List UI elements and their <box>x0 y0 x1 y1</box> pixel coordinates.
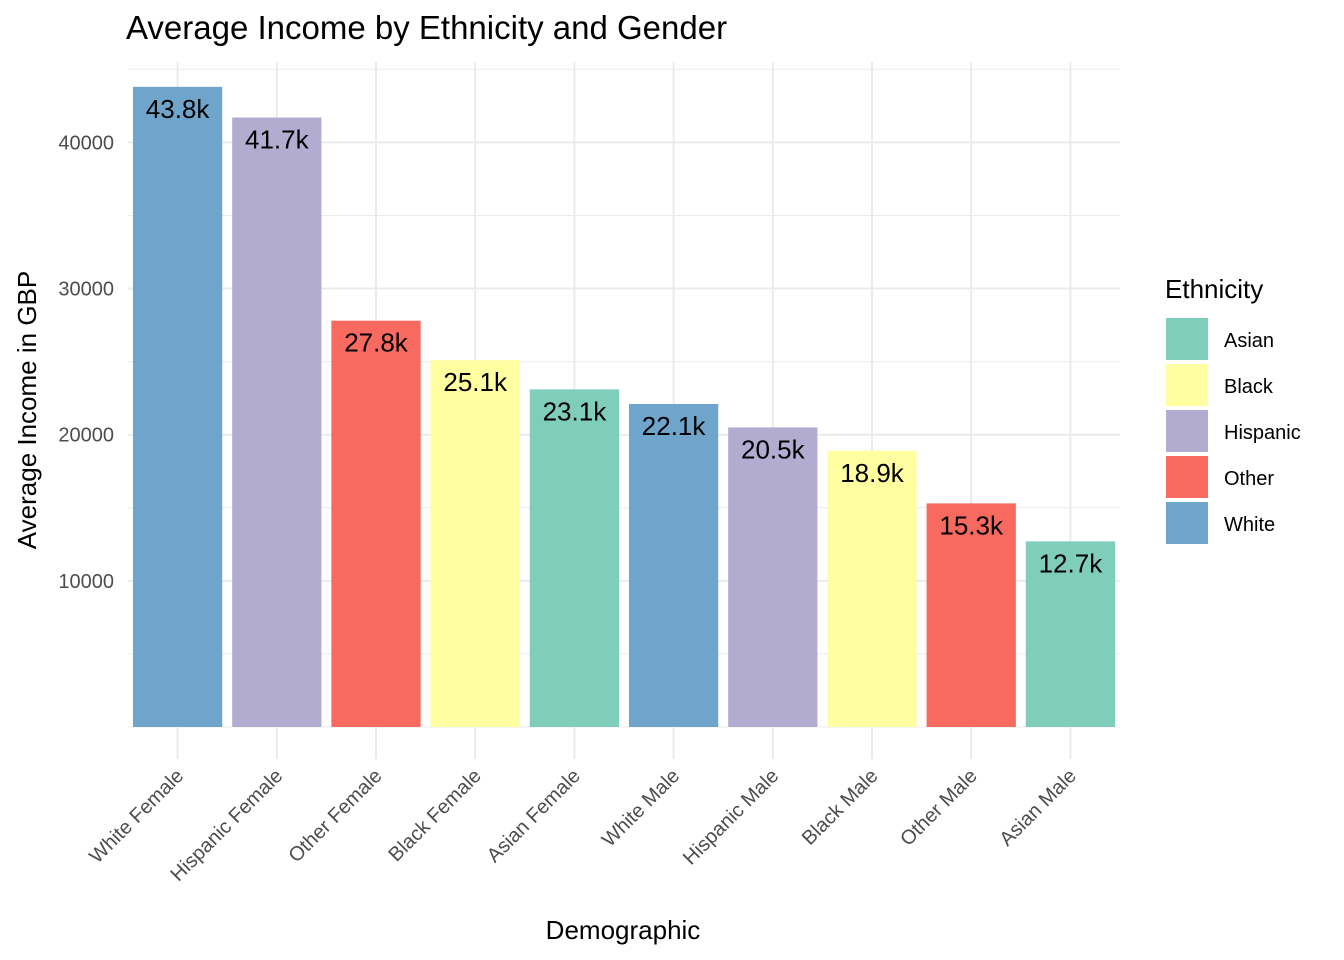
bar-data-label: 25.1k <box>443 367 508 397</box>
bar <box>827 450 917 727</box>
legend-label: Black <box>1224 376 1274 398</box>
legend-label: White <box>1224 514 1275 536</box>
x-tick-label: Other Female <box>285 765 387 867</box>
bar <box>430 360 520 727</box>
bar-data-label: 20.5k <box>741 434 806 464</box>
bar-data-label: 12.7k <box>1039 548 1104 578</box>
x-tick-label: White Female <box>85 765 188 868</box>
x-tick-label: Other Male <box>896 765 982 851</box>
y-axis-title: Average Income in GBP <box>12 271 42 549</box>
bar-data-label: 22.1k <box>642 411 707 441</box>
bar-data-label: 23.1k <box>543 396 608 426</box>
y-tick-label: 30000 <box>58 279 114 301</box>
bar <box>628 404 719 727</box>
x-tick-label: Hispanic Male <box>679 765 783 869</box>
y-tick-label: 40000 <box>58 132 114 154</box>
x-axis-title: Demographic <box>546 915 701 945</box>
y-tick-label: 10000 <box>58 571 114 593</box>
legend-label: Asian <box>1224 330 1274 352</box>
bar <box>926 503 1016 727</box>
legend-swatch <box>1166 410 1208 452</box>
legend-swatch <box>1166 502 1208 544</box>
x-tick-label: White Male <box>598 765 684 851</box>
y-axis-ticks: 10000 20000 30000 40000 <box>58 132 114 592</box>
bar-data-label: 18.9k <box>840 458 905 488</box>
y-tick-label: 20000 <box>58 425 114 447</box>
bar-data-labels: 43.8k 41.7k 27.8k 25.1k 23.1k 22.1k 20.5k 18.9k… <box>146 94 1103 579</box>
x-tick-label: Asian Female <box>483 765 585 867</box>
x-tick-label: Black Male <box>798 765 883 850</box>
bar-data-label: 41.7k <box>245 125 310 155</box>
legend-swatch <box>1166 456 1208 498</box>
bar-data-label: 43.8k <box>146 94 211 124</box>
bar <box>331 320 421 727</box>
bar <box>232 117 322 728</box>
legend-label: Other <box>1224 468 1274 490</box>
legend: Ethnicity Asian Black Hispanic Other White <box>1165 274 1301 544</box>
x-tick-label: Asian Male <box>995 765 1081 851</box>
legend-title: Ethnicity <box>1165 274 1263 304</box>
bar-data-label: 27.8k <box>344 328 409 358</box>
legend-swatch <box>1166 364 1208 406</box>
bars <box>132 86 1116 728</box>
legend-items: Asian Black Hispanic Other White <box>1166 318 1301 544</box>
legend-label: Hispanic <box>1224 422 1301 444</box>
bar <box>728 427 818 727</box>
bar <box>529 389 620 727</box>
legend-swatch <box>1166 318 1208 360</box>
bar-data-label: 15.3k <box>939 510 1004 540</box>
x-tick-label: Black Female <box>385 765 486 866</box>
chart-title: Average Income by Ethnicity and Gender <box>126 9 727 46</box>
bar <box>1025 541 1116 727</box>
bar <box>132 86 223 728</box>
